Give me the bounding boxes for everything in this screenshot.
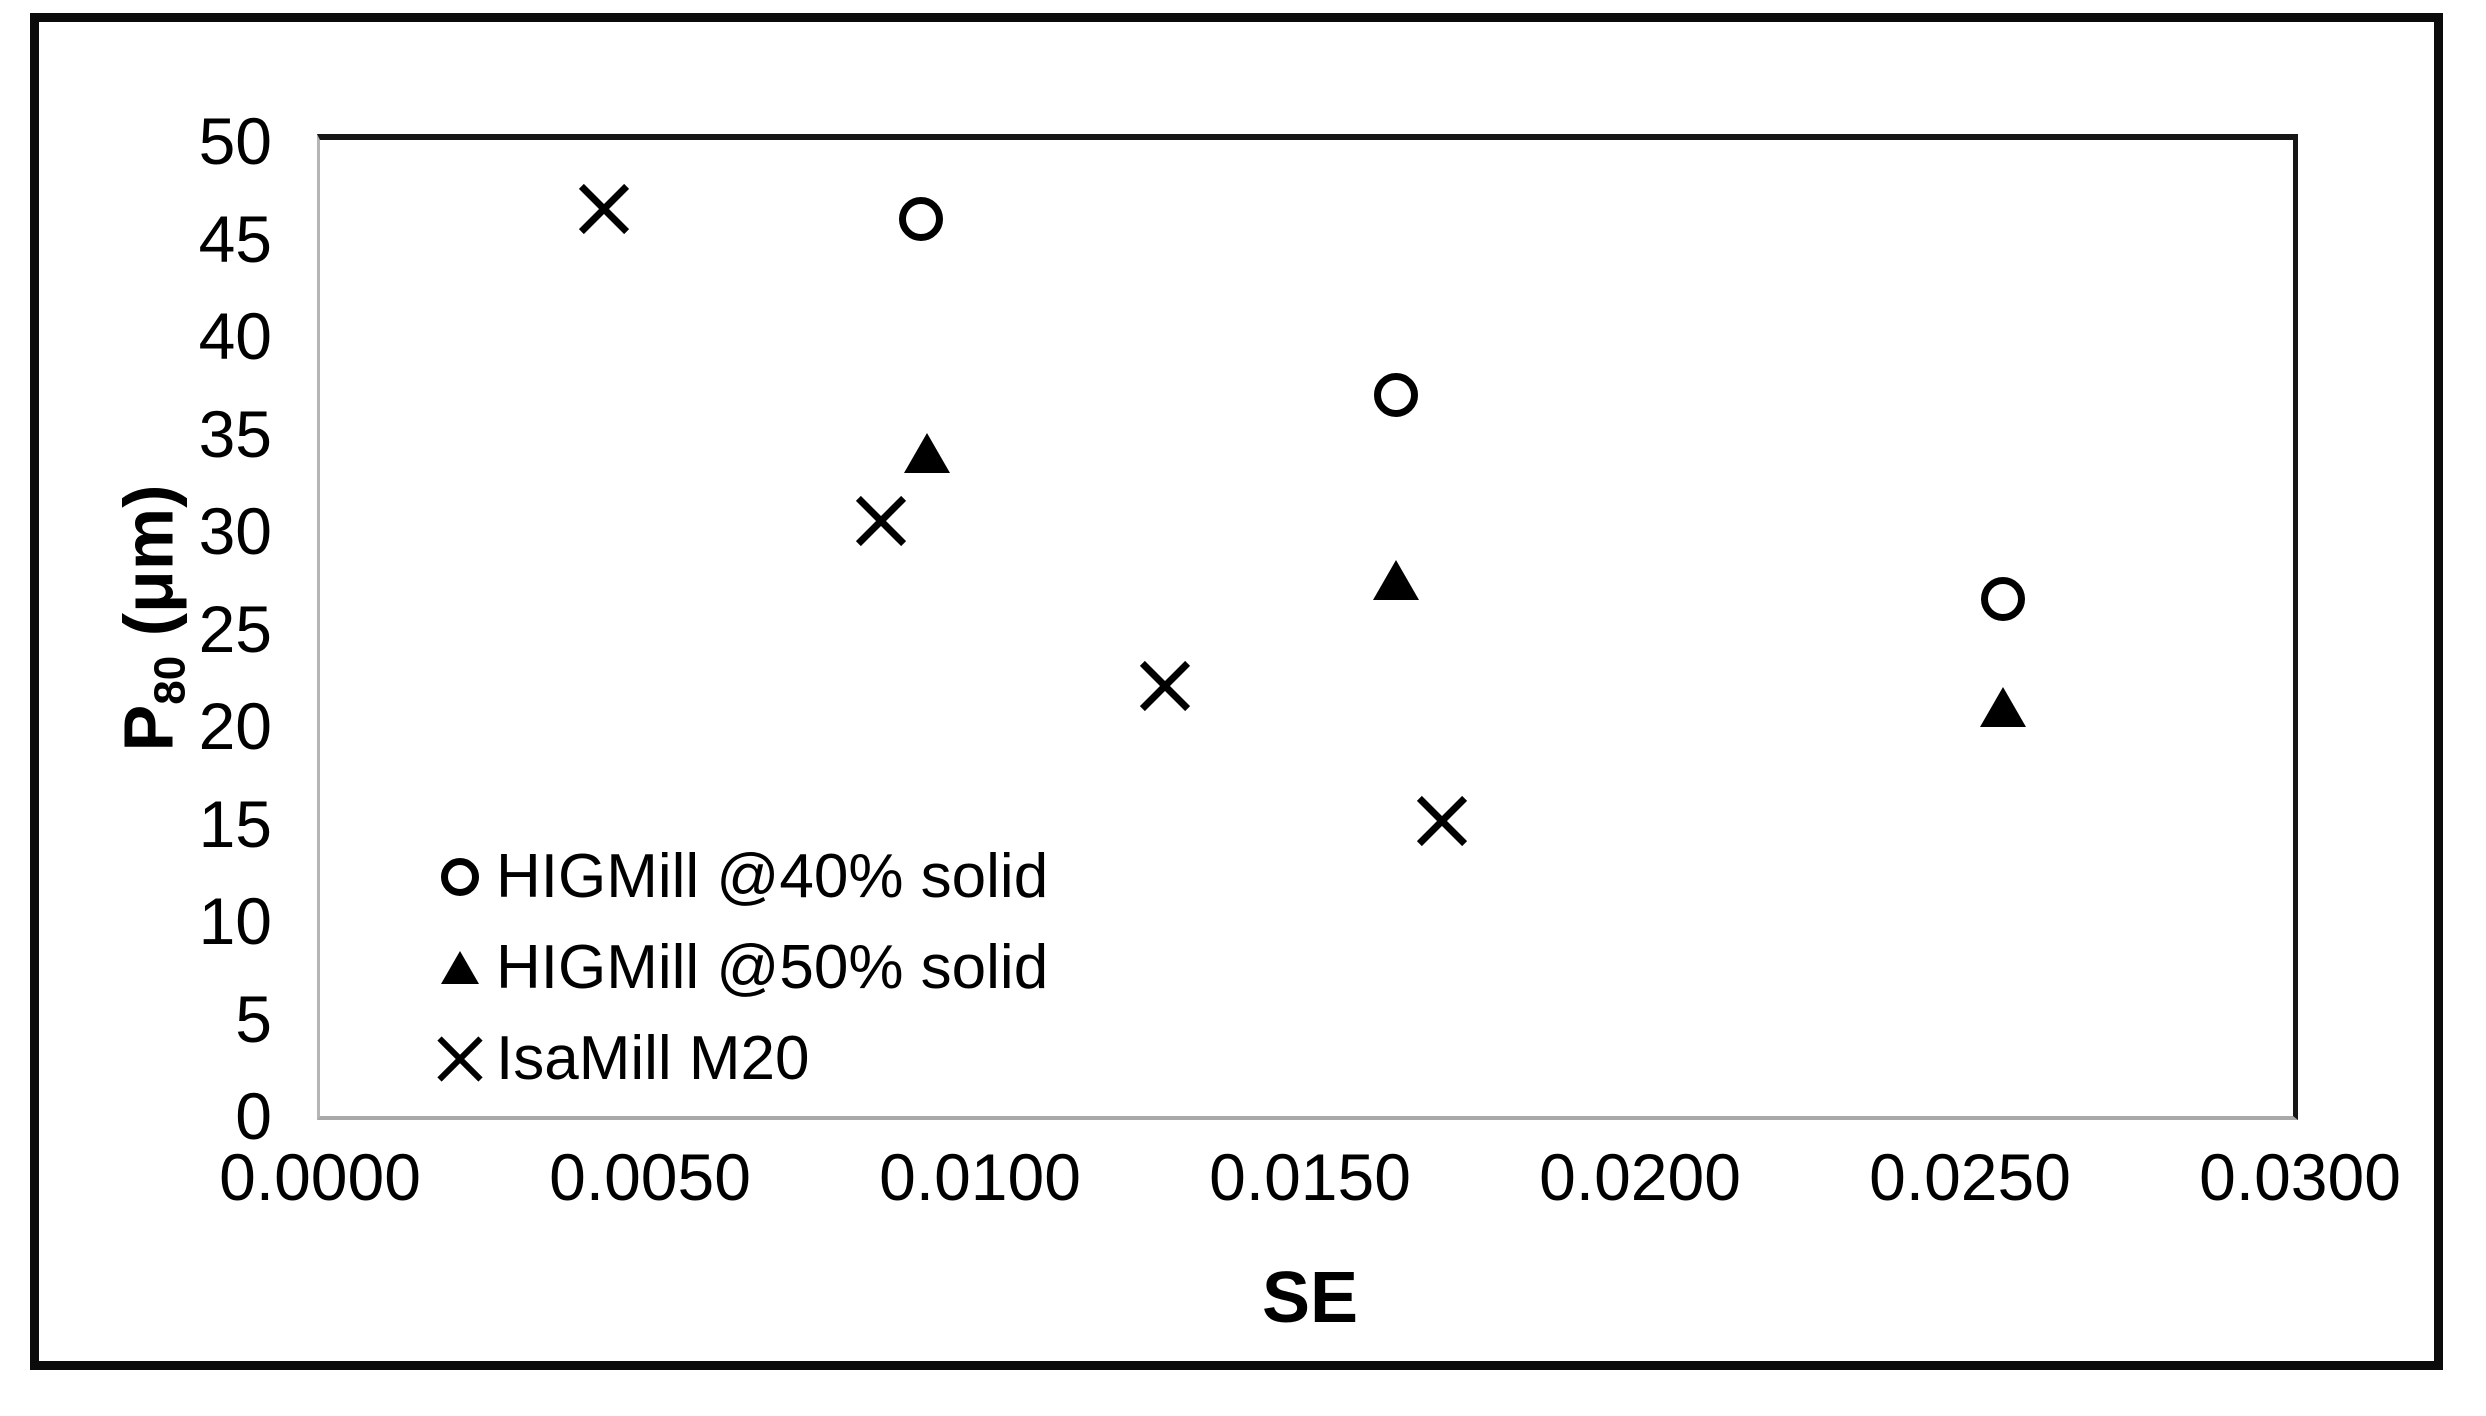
data-point-x-cross — [1418, 797, 1466, 845]
data-point-x-cross — [580, 185, 628, 233]
x-tick-label: 0.0250 — [1869, 1140, 2071, 1214]
y-tick-label: 30 — [198, 494, 272, 568]
legend-marker-box — [428, 1037, 492, 1081]
legend-marker-box — [428, 951, 492, 984]
y-tick-label: 10 — [198, 884, 272, 958]
data-point-open-circle — [1373, 372, 1418, 417]
x-tick-label: 0.0000 — [219, 1140, 421, 1214]
filled-triangle-marker-icon — [441, 951, 479, 984]
y-tick-label: 25 — [198, 591, 272, 666]
legend-series-label: HIGMill @40% solid — [496, 842, 1049, 911]
data-point-filled-triangle — [1980, 686, 2026, 727]
data-point-x-cross — [1141, 662, 1189, 710]
data-point-open-circle — [1981, 577, 2025, 622]
y-tick-label: 50 — [198, 104, 272, 178]
x-tick-label: 0.0050 — [549, 1140, 751, 1214]
y-tick-label: 5 — [235, 981, 272, 1056]
y-axis-title-prefix: P — [109, 704, 188, 752]
x-axis-title: SE — [1261, 1258, 1359, 1338]
x-tick-label: 0.0100 — [879, 1140, 1081, 1214]
y-axis-title-suffix: (μm) — [109, 484, 188, 656]
y-tick-label: 45 — [198, 201, 272, 276]
data-points-layer — [0, 0, 2486, 727]
data-point-filled-triangle — [904, 433, 951, 473]
legend-series-label: IsaMill M20 — [496, 1024, 810, 1093]
y-tick-label: 15 — [198, 786, 272, 861]
legend-row: HIGMill @40% solid — [428, 831, 1048, 922]
y-tick-label: 35 — [198, 396, 272, 471]
x-tick-label: 0.0150 — [1209, 1140, 1411, 1214]
legend-marker-box — [428, 857, 492, 896]
data-point-open-circle — [898, 197, 943, 241]
legend-row: IsaMill M20 — [428, 1013, 1048, 1104]
y-tick-label: 0 — [235, 1079, 272, 1153]
x-tick-label: 0.0200 — [1539, 1140, 1741, 1214]
chart-border-frame — [30, 13, 2443, 1370]
y-axis-title-subscript: 80 — [145, 655, 195, 705]
legend-row: HIGMill @50% solid — [428, 922, 1048, 1013]
x-tick-label: 0.0300 — [2199, 1140, 2401, 1214]
legend-series-label: HIGMill @50% solid — [496, 933, 1049, 1002]
plot-area — [317, 134, 2298, 1120]
open-circle-marker-icon — [441, 857, 479, 896]
data-point-filled-triangle — [1372, 559, 1419, 600]
y-axis-title: P80 (μm) — [108, 485, 195, 752]
legend: HIGMill @40% solid HIGMill @50% solid IsaM… — [428, 831, 1048, 1104]
y-tick-label: 40 — [198, 299, 272, 373]
x-marker-icon — [438, 1037, 482, 1081]
y-tick-label: 20 — [198, 689, 272, 763]
data-point-x-cross — [857, 497, 905, 545]
